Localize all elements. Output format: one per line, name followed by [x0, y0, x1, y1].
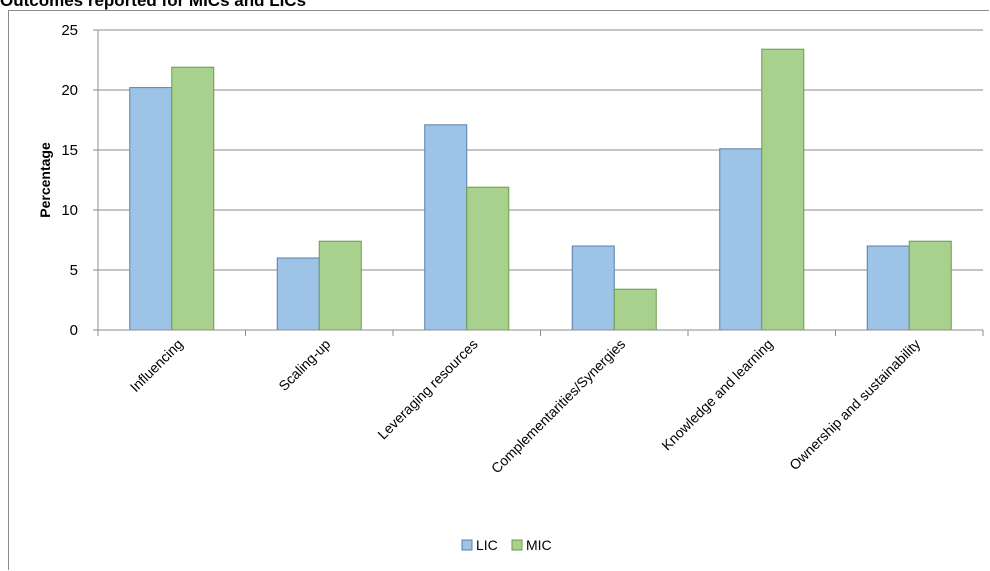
y-tick-label: 20 [61, 82, 78, 99]
bar-mic [761, 48, 805, 331]
bar-lic [571, 245, 615, 331]
x-tick-label: Complementarities/Synergies [488, 336, 629, 477]
bar-lic [276, 257, 320, 331]
bar-mic [318, 240, 362, 331]
y-axis-label: Percentage [37, 142, 53, 218]
x-tick-label: Ownership and sustainability [786, 336, 923, 473]
bar-lic [424, 124, 468, 331]
y-tick-label: 5 [70, 262, 78, 279]
y-axis-ticks: 0 5 10 15 20 25 [61, 22, 98, 339]
x-axis-labels: Influencing Scaling-up Leveraging resource… [127, 336, 924, 477]
axes [97, 30, 984, 336]
chart-frame [8, 10, 989, 570]
bar-lic [129, 87, 173, 331]
bars [129, 48, 952, 331]
legend-swatch-mic [511, 539, 523, 551]
x-tick-label: Scaling-up [275, 336, 333, 394]
gridlines [98, 29, 983, 271]
bar-lic [719, 148, 763, 331]
legend-swatch-lic [461, 539, 473, 551]
x-tick-label: Leveraging resources [374, 336, 481, 443]
bar-mic [466, 186, 510, 331]
x-tick-label: Influencing [127, 336, 186, 395]
y-tick-label: 25 [61, 22, 78, 39]
bar-mic [171, 66, 215, 331]
bar-mic [613, 288, 657, 331]
chart-title: Outcomes reported for MICs and LICs [0, 0, 307, 10]
x-tick-label: Knowledge and learning [658, 336, 776, 454]
legend: LIC MIC [461, 537, 552, 553]
bar-lic [866, 245, 910, 331]
y-tick-label: 0 [70, 322, 78, 339]
bar-mic [908, 240, 952, 331]
legend-label-mic: MIC [526, 537, 552, 553]
legend-label-lic: LIC [476, 537, 498, 553]
y-tick-label: 10 [61, 202, 78, 219]
y-tick-label: 15 [61, 142, 78, 159]
